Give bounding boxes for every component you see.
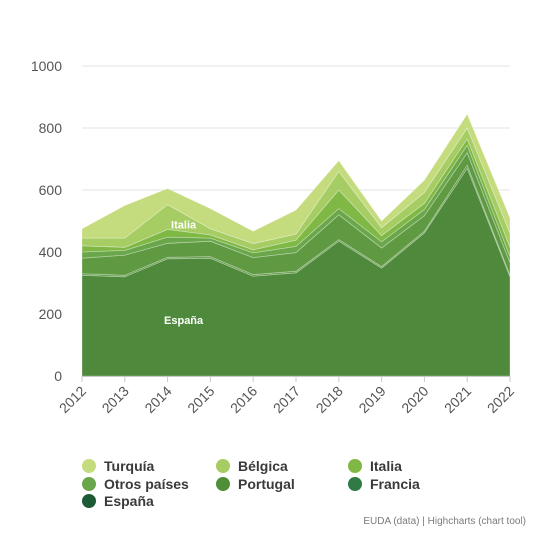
legend-item-portugal[interactable]: Portugal bbox=[216, 476, 295, 492]
legend-label: Italia bbox=[370, 458, 402, 474]
x-tick-label: 2012 bbox=[56, 383, 89, 416]
x-tick-label: 2021 bbox=[441, 383, 474, 416]
legend-item-turquia[interactable]: Turquía bbox=[82, 458, 154, 474]
y-tick-label: 600 bbox=[39, 182, 63, 198]
x-tick-label: 2015 bbox=[184, 383, 217, 416]
x-tick-label: 2022 bbox=[484, 383, 517, 416]
chart-credits[interactable]: EUDA (data) | Highcharts (chart tool) bbox=[363, 516, 526, 527]
legend-swatch bbox=[82, 459, 96, 473]
y-tick-label: 200 bbox=[39, 306, 63, 322]
annotation-label: España bbox=[164, 315, 204, 327]
legend-label: Francia bbox=[370, 475, 420, 492]
legend-label: Turquía bbox=[104, 458, 155, 474]
legend-item-espana[interactable]: España bbox=[82, 493, 154, 509]
legend-swatch bbox=[216, 459, 230, 473]
legend-swatch bbox=[216, 476, 230, 491]
legend-swatch bbox=[348, 476, 362, 491]
x-tick-label: 2020 bbox=[398, 383, 431, 416]
y-tick-label: 1000 bbox=[31, 58, 62, 74]
legend-item-belgica[interactable]: Bélgica bbox=[216, 458, 288, 474]
legend-label: España bbox=[104, 493, 154, 509]
area-turquia[interactable] bbox=[81, 113, 511, 245]
y-tick-label: 0 bbox=[54, 368, 62, 384]
legend-swatch bbox=[82, 494, 96, 508]
x-tick-label: 2013 bbox=[99, 383, 132, 416]
x-tick-label: 2014 bbox=[141, 383, 174, 416]
legend-label: Otros países bbox=[104, 475, 189, 492]
annotation-label: Italia bbox=[171, 220, 197, 232]
legend-label: Portugal bbox=[238, 475, 295, 492]
x-tick-label: 2019 bbox=[355, 383, 388, 416]
legend-label: Bélgica bbox=[238, 458, 288, 474]
x-tick-label: 2016 bbox=[227, 383, 260, 416]
y-axis: 0 200 400 600 800 1000 bbox=[31, 58, 62, 384]
area-series bbox=[81, 113, 511, 377]
y-tick-label: 800 bbox=[39, 120, 63, 136]
annotations: Italia España bbox=[164, 220, 204, 327]
y-tick-label: 400 bbox=[39, 244, 63, 260]
legend-swatch bbox=[348, 459, 362, 473]
legend-item-francia[interactable]: Francia bbox=[348, 476, 420, 492]
legend-swatch bbox=[82, 476, 96, 491]
legend-item-otros-paises[interactable]: Otros países bbox=[82, 476, 189, 492]
x-axis: 2012 2013 2014 2015 2016 2017 2018 2019 2020 2021… bbox=[56, 376, 517, 416]
x-tick-label: 2017 bbox=[270, 383, 303, 416]
x-tick-label: 2018 bbox=[313, 383, 346, 416]
legend-item-italia[interactable]: Italia bbox=[348, 458, 402, 474]
